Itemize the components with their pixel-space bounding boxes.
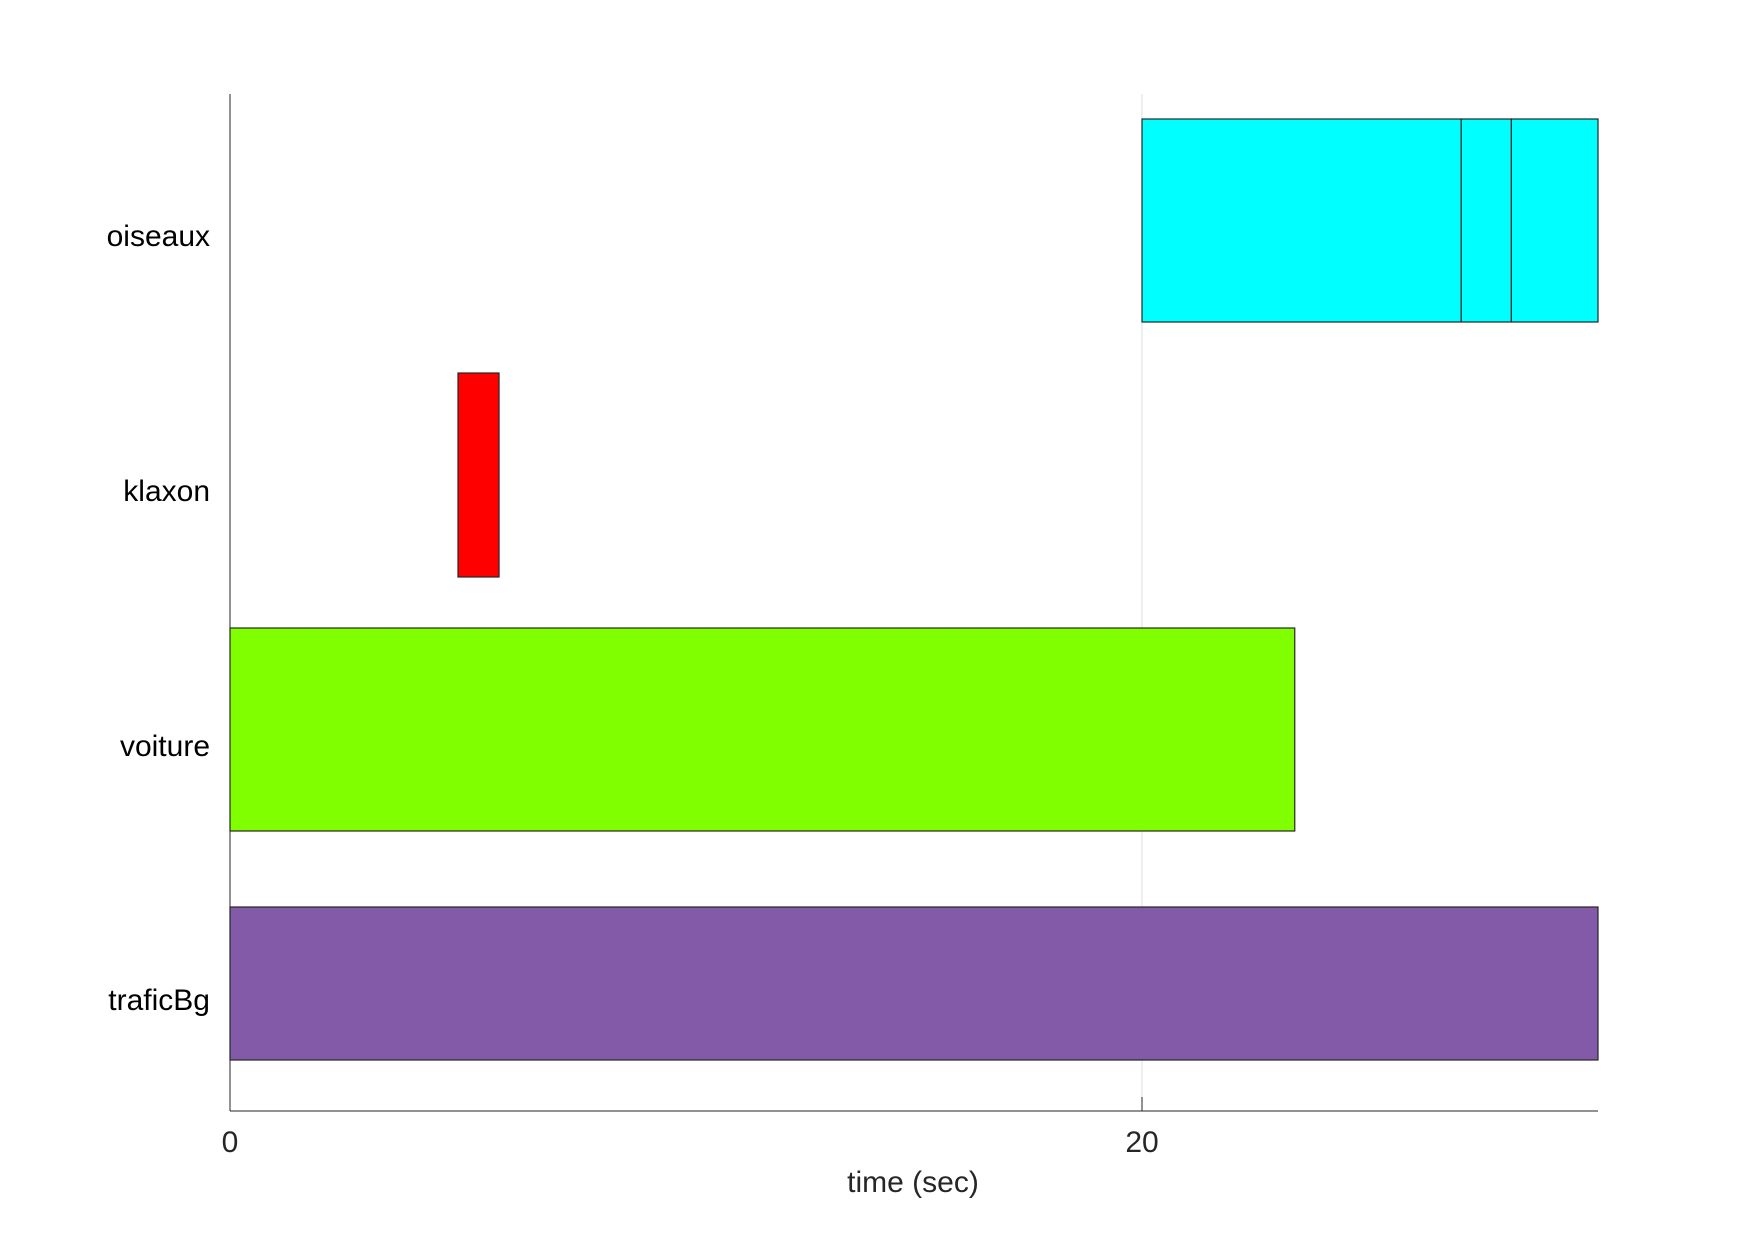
segment-oiseaux-2 <box>1510 118 1599 323</box>
category-label-oiseaux: oiseaux <box>107 220 210 253</box>
labels-layer: 0 20 oiseaux klaxon voiture traficBg <box>107 220 1159 1159</box>
category-label-klaxon: klaxon <box>123 475 210 508</box>
category-label-voiture: voiture <box>120 730 210 763</box>
category-label-traficBg: traficBg <box>108 984 210 1017</box>
segment-voiture-4 <box>229 627 1296 832</box>
segment-traficBg-5 <box>229 906 1599 1061</box>
x-tick-label-0: 0 <box>222 1126 239 1159</box>
x-axis-title: time (sec) <box>847 1166 979 1199</box>
axes-layer <box>229 94 1598 1112</box>
bars-layer <box>229 118 1599 1061</box>
x-tick-label-20: 20 <box>1125 1126 1158 1159</box>
segment-klaxon-3 <box>457 372 500 578</box>
segment-oiseaux-1 <box>1460 118 1512 323</box>
segment-oiseaux-0 <box>1141 118 1462 323</box>
